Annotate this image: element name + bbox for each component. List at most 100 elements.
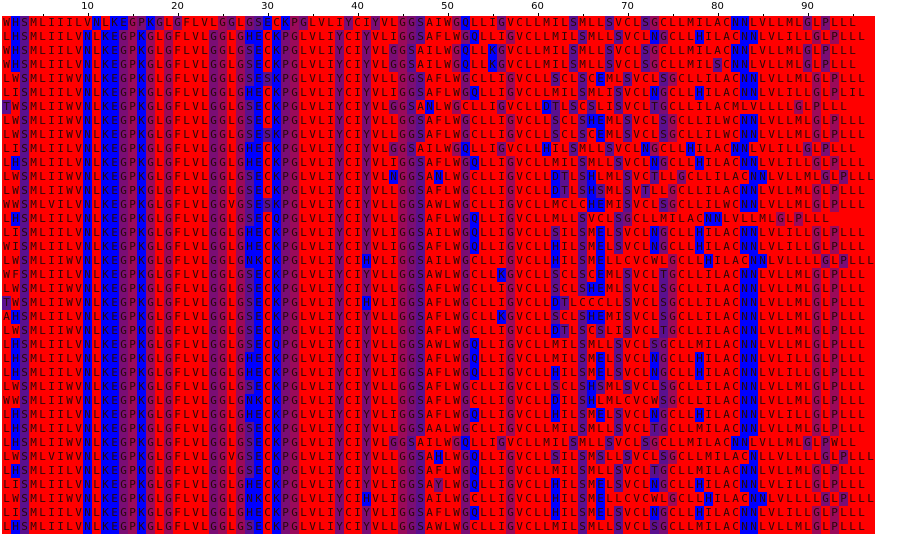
- residue-cell: L: [848, 464, 857, 478]
- residue-cell: K: [137, 310, 146, 324]
- residue-cell: L: [740, 100, 749, 114]
- residue-cell: V: [191, 58, 200, 72]
- residue-cell: G: [506, 226, 515, 240]
- residue-cell: L: [200, 212, 209, 226]
- residue-cell: L: [182, 44, 191, 58]
- residue-cell: M: [587, 450, 596, 464]
- residue-cell: G: [407, 212, 416, 226]
- residue-cell: P: [281, 282, 290, 296]
- residue-cell: L: [713, 296, 722, 310]
- residue-cell: L: [542, 254, 551, 268]
- residue-cell: A: [722, 86, 731, 100]
- residue-cell: W: [452, 352, 461, 366]
- residue-cell: C: [263, 184, 272, 198]
- residue-cell: G: [398, 394, 407, 408]
- residue-cell: L: [569, 506, 578, 520]
- residue-cell: L: [848, 226, 857, 240]
- residue-cell: N: [83, 506, 92, 520]
- residue-cell: M: [587, 226, 596, 240]
- residue-cell: G: [290, 492, 299, 506]
- residue-cell: S: [245, 170, 254, 184]
- residue-cell: L: [848, 184, 857, 198]
- residue-cell: G: [146, 170, 155, 184]
- residue-cell: G: [209, 72, 218, 86]
- residue-cell: V: [191, 86, 200, 100]
- residue-cell: S: [659, 72, 668, 86]
- residue-cell: M: [587, 478, 596, 492]
- residue-cell: L: [713, 338, 722, 352]
- residue-cell: G: [236, 142, 245, 156]
- residue-cell: I: [56, 184, 65, 198]
- residue-cell: G: [164, 338, 173, 352]
- residue-cell: L: [2, 226, 11, 240]
- residue-cell: P: [281, 30, 290, 44]
- residue-cell: G: [668, 492, 677, 506]
- residue-cell: C: [722, 100, 731, 114]
- residue-cell: L: [695, 184, 704, 198]
- residue-cell: V: [767, 338, 776, 352]
- residue-cell: V: [515, 212, 524, 226]
- residue-cell: K: [254, 254, 263, 268]
- residue-cell: L: [839, 506, 848, 520]
- residue-cell: Y: [362, 310, 371, 324]
- residue-cell: A: [722, 338, 731, 352]
- residue-cell: V: [623, 506, 632, 520]
- residue-cell: H: [11, 520, 20, 534]
- residue-cell: I: [56, 198, 65, 212]
- residue-cell: L: [182, 366, 191, 380]
- residue-cell: S: [407, 100, 416, 114]
- residue-cell: S: [20, 380, 29, 394]
- residue-cell: L: [794, 156, 803, 170]
- residue-cell: L: [92, 114, 101, 128]
- residue-cell: L: [488, 478, 497, 492]
- residue-cell: M: [29, 114, 38, 128]
- residue-cell: L: [857, 408, 866, 422]
- residue-cell: L: [569, 226, 578, 240]
- residue-cell: L: [857, 310, 866, 324]
- residue-cell: K: [272, 44, 281, 58]
- residue-cell: L: [686, 366, 695, 380]
- residue-cell: S: [659, 310, 668, 324]
- residue-cell: M: [794, 520, 803, 534]
- residue-cell: L: [767, 44, 776, 58]
- residue-cell: G: [506, 352, 515, 366]
- residue-cell: L: [155, 492, 164, 506]
- residue-cell: K: [101, 72, 110, 86]
- residue-cell: [866, 72, 875, 86]
- residue-cell: G: [461, 156, 470, 170]
- residue-cell: I: [560, 352, 569, 366]
- residue-cell: V: [767, 380, 776, 394]
- residue-cell: E: [254, 282, 263, 296]
- residue-cell: S: [20, 464, 29, 478]
- residue-cell: M: [587, 240, 596, 254]
- residue-cell: G: [236, 226, 245, 240]
- residue-cell: L: [200, 282, 209, 296]
- residue-cell: L: [299, 282, 308, 296]
- residue-cell: V: [515, 324, 524, 338]
- residue-cell: L: [155, 436, 164, 450]
- residue-cell: C: [587, 128, 596, 142]
- residue-cell: V: [506, 436, 515, 450]
- residue-cell: I: [389, 156, 398, 170]
- residue-cell: L: [803, 352, 812, 366]
- residue-cell: I: [713, 170, 722, 184]
- residue-cell: E: [254, 170, 263, 184]
- residue-cell: L: [596, 156, 605, 170]
- residue-cell: G: [290, 324, 299, 338]
- residue-cell: I: [353, 310, 362, 324]
- residue-cell: I: [497, 366, 506, 380]
- residue-cell: S: [416, 324, 425, 338]
- residue-cell: Y: [371, 16, 380, 30]
- residue-cell: C: [524, 184, 533, 198]
- residue-cell: L: [803, 520, 812, 534]
- residue-cell: I: [704, 240, 713, 254]
- residue-cell: L: [569, 254, 578, 268]
- residue-cell: M: [794, 72, 803, 86]
- residue-cell: V: [308, 44, 317, 58]
- residue-cell: V: [623, 156, 632, 170]
- residue-cell: L: [65, 240, 74, 254]
- residue-cell: Q: [272, 338, 281, 352]
- residue-cell: S: [416, 30, 425, 44]
- residue-cell: L: [650, 296, 659, 310]
